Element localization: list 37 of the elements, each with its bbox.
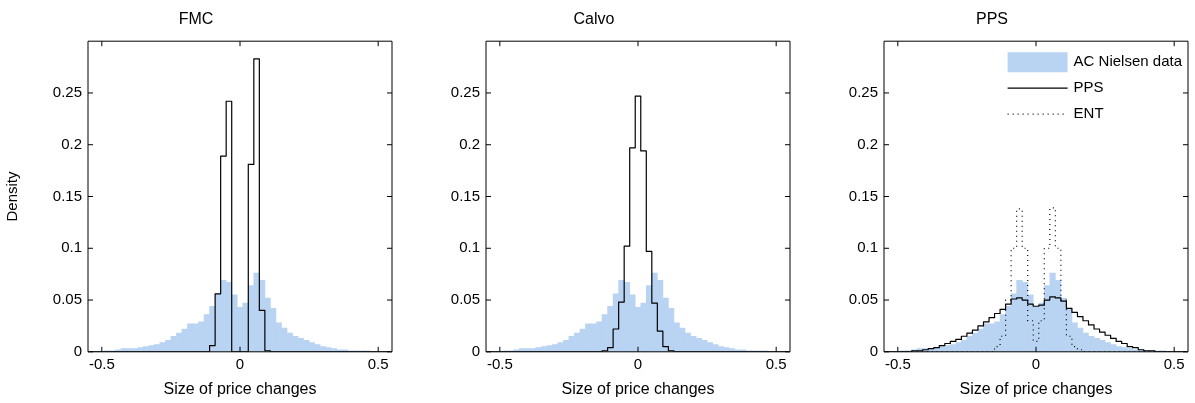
y-tick-label: 0.25: [52, 83, 82, 101]
y-tick-label: 0.25: [450, 83, 480, 101]
y-tick-label: 0.25: [848, 83, 878, 101]
x-tick-label: -0.5: [88, 354, 115, 372]
y-tick-label: 0.1: [857, 238, 878, 256]
y-tick-label: 0: [471, 341, 480, 359]
y-tick-label: 0.2: [857, 134, 878, 152]
y-axis-title: Density: [3, 171, 21, 222]
y-tick-label: 0.05: [848, 290, 878, 308]
y-tick-label: 0: [869, 341, 878, 359]
legend-label: ENT: [1073, 104, 1104, 122]
y-tick-label: 0.05: [450, 290, 480, 308]
y-tick-label: 0: [73, 341, 82, 359]
x-tick-label: 0.5: [1163, 354, 1185, 372]
x-tick-label: 0: [235, 354, 245, 372]
y-tick-label: 0.1: [61, 238, 82, 256]
x-tick-label: 0: [633, 354, 643, 372]
y-tick-label: 0.15: [52, 186, 82, 204]
y-tick-label: 0.15: [450, 186, 480, 204]
chart-title: PPS: [975, 10, 1009, 28]
x-axis-title: Size of price changes: [561, 379, 715, 397]
y-tick-label: 0.05: [52, 290, 82, 308]
y-tick-label: 0.2: [61, 134, 82, 152]
y-tick-label: 0.15: [848, 186, 878, 204]
x-tick-label: 0.5: [367, 354, 389, 372]
legend-label: AC Nielsen data: [1073, 52, 1183, 70]
chart-title: FMC: [178, 10, 214, 28]
x-axis-title: Size of price changes: [959, 379, 1113, 397]
y-tick-label: 0.2: [459, 134, 480, 152]
x-axis-title: Size of price changes: [163, 379, 317, 397]
chart-title: Calvo: [573, 10, 615, 28]
x-tick-label: 0.5: [765, 354, 787, 372]
x-tick-label: 0: [1031, 354, 1041, 372]
x-tick-label: -0.5: [486, 354, 513, 372]
legend-label: PPS: [1073, 78, 1104, 96]
y-tick-label: 0.1: [459, 238, 480, 256]
x-tick-label: -0.5: [884, 354, 911, 372]
